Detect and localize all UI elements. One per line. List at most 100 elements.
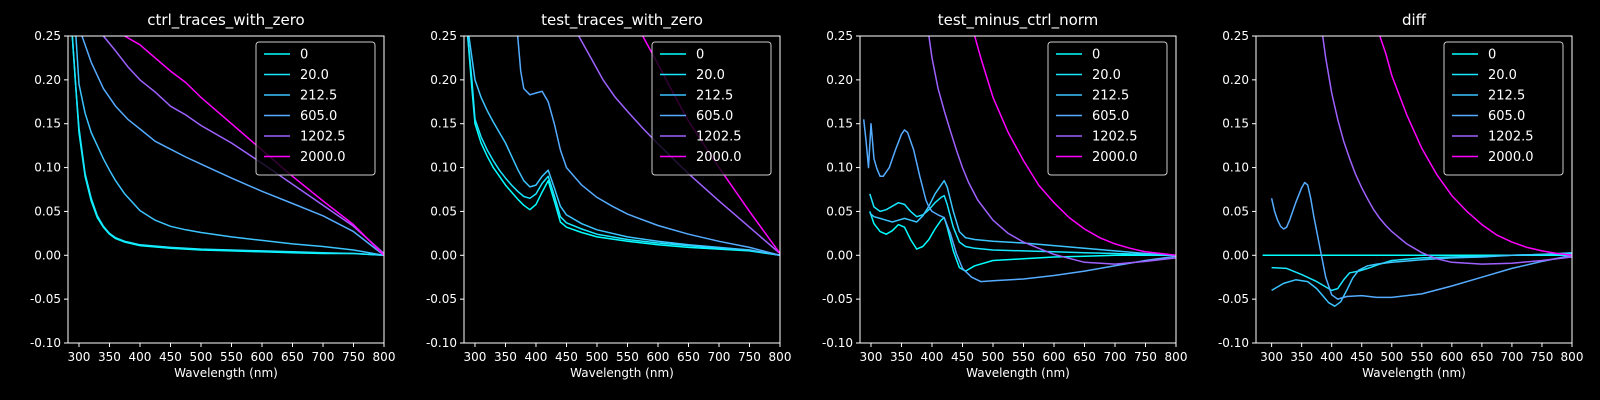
x-tick-label: 650 [1470,350,1493,364]
legend-label: 0 [696,48,704,63]
legend-label: 2000.0 [1488,150,1534,165]
x-tick-label: 500 [190,350,213,364]
y-tick-label: -0.10 [822,336,853,350]
plot-area [862,36,1176,283]
x-tick-label: 350 [890,350,913,364]
legend-label: 2000.0 [696,150,742,165]
y-tick-label: 0.20 [1222,73,1249,87]
y-tick-label: -0.05 [1218,292,1249,306]
y-tick-label: 0.05 [1222,204,1249,218]
series-line-605.0 [1270,181,1572,300]
legend-label: 2000.0 [300,150,346,165]
legend-label: 20.0 [300,68,329,83]
plot-area [1262,36,1572,307]
x-tick-label: 800 [373,350,396,364]
x-tick-label: 750 [1134,350,1157,364]
series-line-1202.5 [102,36,384,255]
axes-frame [463,35,781,344]
chart-panel-1: ctrl_traces_with_zero 300 350 400 450 500 550 6… [30,11,396,380]
series-line-212.5 [468,36,780,257]
x-tick-label: 750 [738,350,761,364]
series-line-1202.5 [928,36,1176,265]
plot-area [466,36,780,257]
chart-title: diff [1402,11,1427,29]
x-axis-label: Wavelength (nm) [966,366,1070,380]
x-tick-label: 700 [708,350,731,364]
y-tick-label: -0.05 [822,292,853,306]
legend: 0 20.0 212.5 605.0 1202.5 2000.0 [255,41,376,176]
legend-label: 1202.5 [1092,130,1138,145]
axes-frame [67,35,385,344]
y-tick-label: 0.05 [826,204,853,218]
chart-title: ctrl_traces_with_zero [147,11,304,30]
legend-label: 605.0 [300,109,337,124]
legend-label: 20.0 [696,68,725,83]
y-tick-label: -0.05 [426,292,457,306]
x-axis-label: Wavelength (nm) [174,366,278,380]
y-tick-label: 0.10 [1222,161,1249,175]
x-tick-label: 500 [586,350,609,364]
series-line-2000.0 [1379,36,1572,257]
chart-panel-3: test_minus_ctrl_norm 300 350 400 450 500 550 60… [822,11,1188,380]
series-line-20.0 [466,36,780,257]
x-tick-label: 600 [1440,350,1463,364]
x-tick-label: 450 [159,350,182,364]
series-line-1202.5 [1321,36,1572,265]
series-line-605.0 [81,36,384,256]
chart-panel-4: diff 300 350 400 450 500 550 600 650 700 750 800 -0.… [1218,11,1584,380]
series-line-605.0 [862,119,1176,283]
x-tick-label: 550 [616,350,639,364]
x-tick-label: 400 [525,350,548,364]
legend-label: 605.0 [696,109,733,124]
y-tick-label: 0.15 [1222,117,1249,131]
y-tick-label: -0.10 [426,336,457,350]
y-tick-label: -0.10 [30,336,61,350]
legend-label: 1202.5 [1488,130,1534,145]
legend-label: 212.5 [300,89,337,104]
y-tick-label: 0.15 [826,117,853,131]
x-tick-label: 650 [677,350,700,364]
x-tick-label: 500 [1380,350,1403,364]
y-tick-label: 0.00 [1222,248,1249,262]
legend-label: 0 [1092,48,1100,63]
chart-title: test_traces_with_zero [541,11,703,30]
legend-label: 0 [1488,48,1496,63]
x-tick-label: 350 [98,350,121,364]
y-tick-label: 0.15 [34,117,61,131]
series-line-605.0 [516,36,780,257]
y-tick-label: 0.00 [430,248,457,262]
legend: 0 20.0 212.5 605.0 1202.5 2000.0 [1047,41,1168,176]
x-tick-label: 400 [129,350,152,364]
series-line-2000.0 [973,36,1176,257]
series-line-0 [869,211,1176,272]
y-tick-label: 0.00 [826,248,853,262]
y-tick-label: 0.10 [430,161,457,175]
x-tick-label: 450 [951,350,974,364]
legend-label: 605.0 [1488,109,1525,124]
y-tick-label: 0.05 [430,204,457,218]
x-tick-label: 300 [860,350,883,364]
series-line-212.5 [1271,251,1572,307]
x-tick-label: 650 [281,350,304,364]
series-line-20.0 [71,36,384,257]
x-tick-label: 700 [1104,350,1127,364]
y-tick-label: 0.20 [34,73,61,87]
legend-label: 605.0 [1092,109,1129,124]
x-tick-label: 550 [1012,350,1035,364]
x-tick-label: 550 [1410,350,1433,364]
legend-label: 1202.5 [300,130,346,145]
y-tick-label: 0.25 [430,29,457,43]
x-tick-label: 750 [1531,350,1554,364]
legend-label: 1202.5 [696,130,742,145]
y-tick-label: 0.20 [430,73,457,87]
x-tick-label: 350 [1290,350,1313,364]
x-tick-label: 400 [921,350,944,364]
axes-frame [1255,35,1573,344]
legend-label: 20.0 [1488,68,1517,83]
x-tick-label: 750 [342,350,365,364]
legend-label: 20.0 [1092,68,1121,83]
y-tick-label: 0.25 [826,29,853,43]
y-tick-label: 0.05 [34,204,61,218]
legend-label: 212.5 [696,89,733,104]
